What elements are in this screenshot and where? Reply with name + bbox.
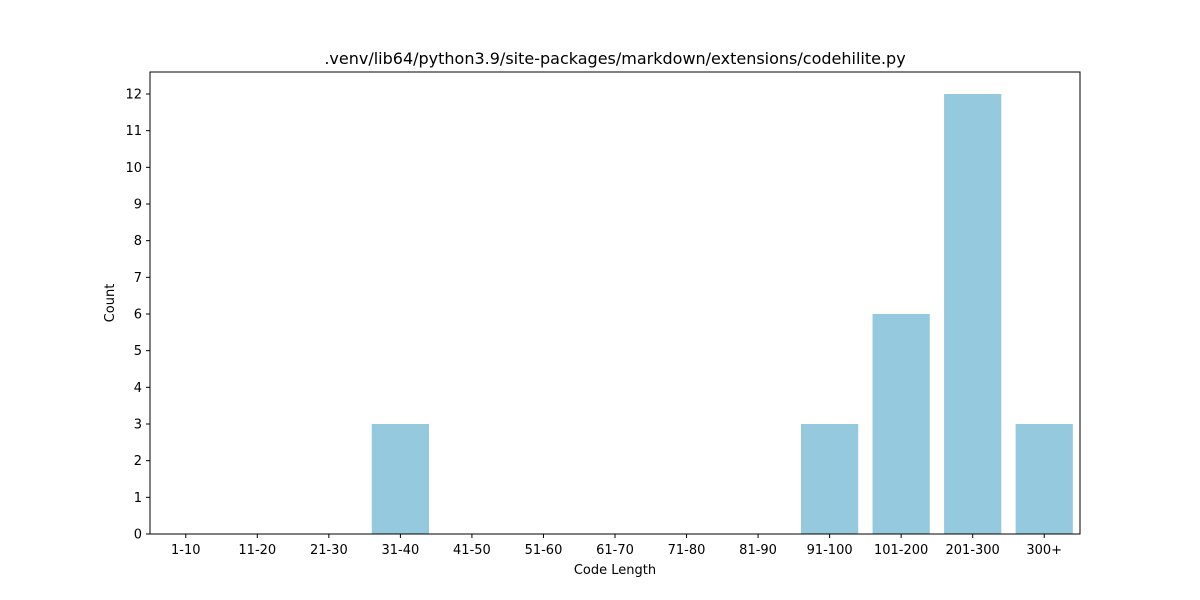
bar	[1015, 424, 1073, 534]
y-tick-label: 2	[134, 454, 142, 469]
y-tick-label: 1	[134, 491, 142, 506]
x-tick-label: 300+	[1026, 543, 1062, 558]
plot-frame	[149, 71, 1081, 535]
x-tick-label: 1-10	[171, 543, 201, 558]
bar	[872, 314, 930, 534]
y-tick-label: 8	[134, 234, 142, 249]
y-tick-label: 5	[134, 344, 142, 359]
bar	[371, 424, 429, 534]
x-tick-label: 11-20	[238, 543, 276, 558]
x-axis-label: Code Length	[574, 563, 656, 578]
x-tick-label: 91-100	[807, 543, 853, 558]
chart-title: .venv/lib64/python3.9/site-packages/mark…	[324, 49, 905, 68]
y-tick-label: 12	[125, 88, 142, 103]
bar	[801, 424, 859, 534]
y-axis-label: Count	[103, 284, 118, 323]
y-tick-label: 10	[125, 161, 142, 176]
y-tick-label: 4	[134, 381, 142, 396]
y-tick-label: 0	[134, 528, 142, 543]
y-tick-label: 9	[134, 198, 142, 213]
x-tick-label: 81-90	[739, 543, 777, 558]
x-tick-label: 31-40	[381, 543, 419, 558]
bars-group	[371, 94, 1073, 534]
x-tick-label: 61-70	[596, 543, 634, 558]
y-tick-label: 3	[134, 418, 142, 433]
x-tick-label: 101-200	[874, 543, 928, 558]
y-tick-label: 7	[134, 271, 142, 286]
y-tick-label: 11	[125, 124, 142, 139]
x-tick-label: 71-80	[668, 543, 706, 558]
x-tick-label: 21-30	[310, 543, 348, 558]
x-tick-label: 201-300	[946, 543, 1000, 558]
x-tick-label: 41-50	[453, 543, 491, 558]
x-tick-label: 51-60	[525, 543, 563, 558]
bar	[944, 94, 1002, 534]
x-axis: 1-10 11-20 21-30 31-40 41-50 51-60 61-70 71-80 8…	[171, 534, 1062, 558]
y-tick-label: 6	[134, 308, 142, 323]
